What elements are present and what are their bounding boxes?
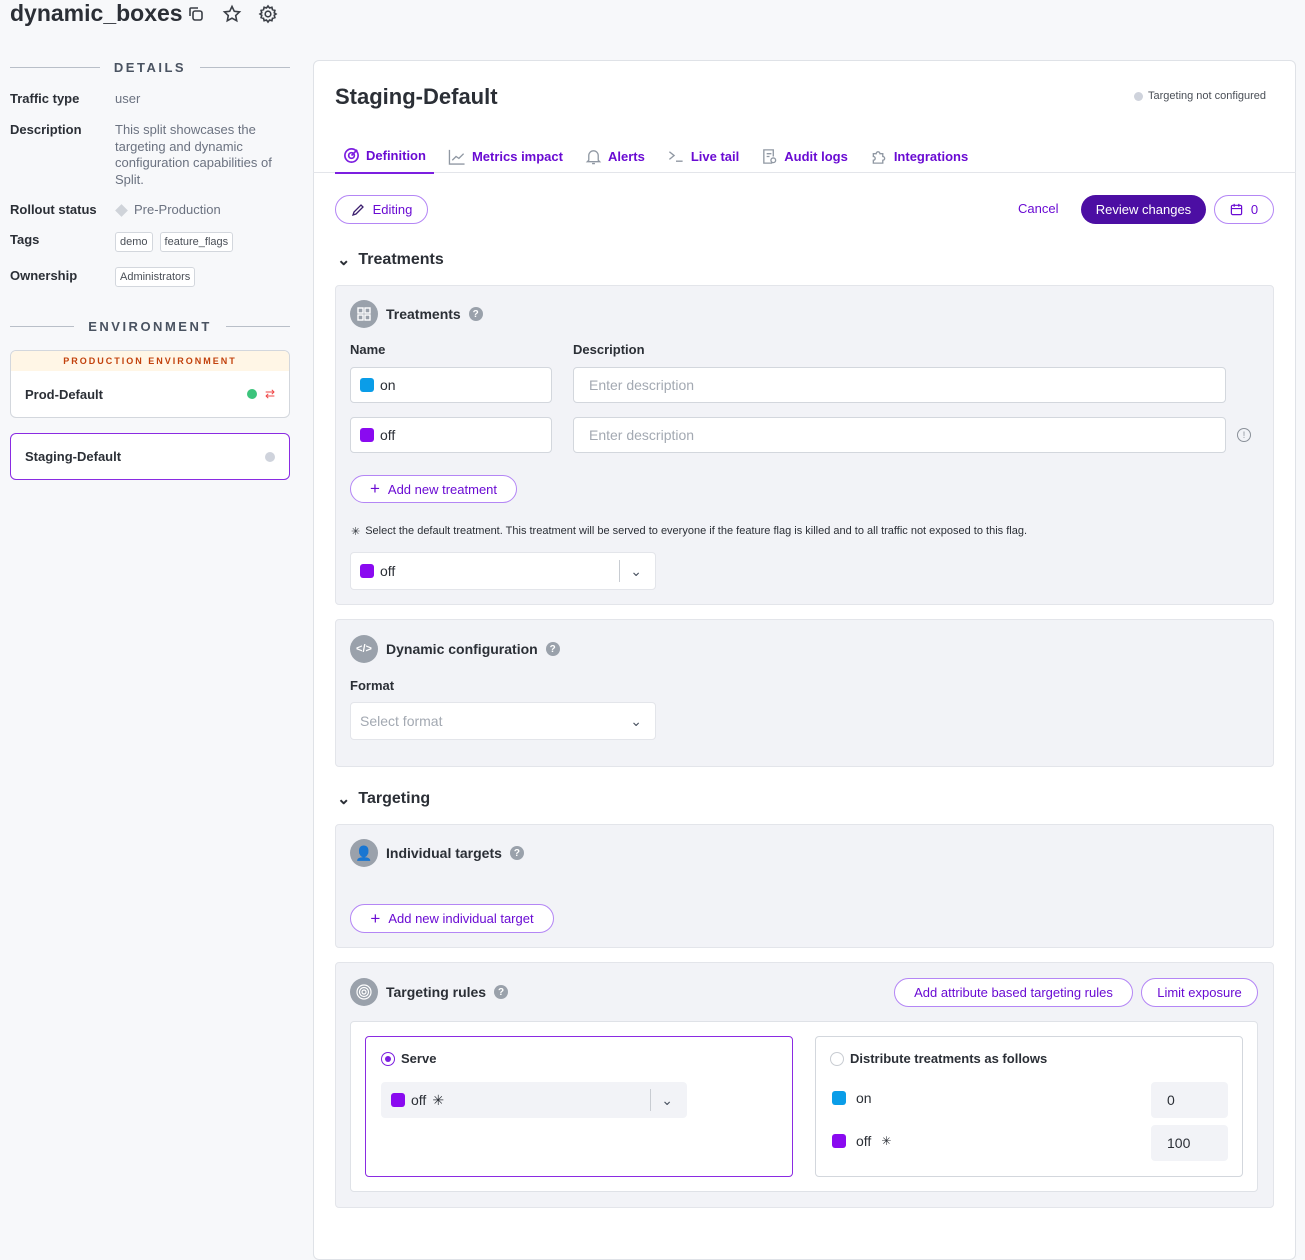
chevron-down-icon: ⌄ <box>337 252 351 269</box>
chevron-down-icon: ⌄ <box>630 562 642 579</box>
traffic-type-label: Traffic type <box>10 91 80 106</box>
tab-audit-logs[interactable]: Audit logs <box>753 138 856 174</box>
dynamic-config-title: </> Dynamic configuration? <box>350 635 560 663</box>
description-label: Description <box>573 342 645 357</box>
plus-icon: + <box>370 908 381 928</box>
code-icon: </> <box>350 635 378 663</box>
description-value: This split showcases the targeting and d… <box>115 122 272 187</box>
help-icon[interactable]: ? <box>545 642 560 656</box>
tab-bar: Definition Metrics impact Alerts Live ta… <box>335 138 976 174</box>
environment-heading: ENVIRONMENT <box>10 319 290 334</box>
calendar-icon <box>1230 203 1243 216</box>
terminal-icon <box>668 150 683 162</box>
info-icon[interactable]: ! <box>1237 428 1251 442</box>
details-heading: DETAILS <box>10 60 290 75</box>
asterisk-icon: ✳ <box>881 1134 892 1148</box>
env-prod-default[interactable]: PRODUCTION ENVIRONMENT Prod-Default ⇄ <box>10 350 290 418</box>
scheduled-changes-button[interactable]: 0 <box>1214 195 1274 224</box>
distribution-row: off ✳ <box>832 1133 891 1149</box>
env-name: Prod-Default <box>25 386 103 402</box>
name-label: Name <box>350 342 386 357</box>
split-title: dynamic_boxes <box>10 0 183 26</box>
treatment-name-input[interactable]: on <box>350 367 552 403</box>
targeting-status: Targeting not configured <box>1134 90 1266 102</box>
env-name: Staging-Default <box>25 449 122 464</box>
cancel-button[interactable]: Cancel <box>1018 201 1059 216</box>
treatment-name-input[interactable]: off <box>350 417 552 453</box>
chevron-down-icon: ⌄ <box>661 1091 673 1108</box>
star-icon[interactable] <box>222 4 242 24</box>
rollout-label: Rollout status <box>10 202 97 217</box>
target-icon <box>344 147 359 163</box>
tab-alerts[interactable]: Alerts <box>577 138 653 174</box>
plus-icon: + <box>369 479 380 498</box>
distribute-option[interactable] <box>815 1036 1243 1177</box>
distribution-input[interactable]: 100 <box>1151 1125 1228 1161</box>
color-swatch[interactable] <box>360 378 374 392</box>
target-rings-icon <box>350 978 378 1006</box>
distribute-radio[interactable]: Distribute treatments as follows <box>830 1051 1047 1066</box>
ownership-label: Ownership <box>10 268 78 283</box>
targeting-rules-title: Targeting rules? <box>350 978 509 1006</box>
status-dot <box>265 451 275 462</box>
tags-label: Tags <box>10 232 40 247</box>
dynamic-config-panel <box>335 619 1274 767</box>
treatments-panel-title: Treatments? <box>350 300 483 328</box>
tag[interactable]: feature_flags <box>159 232 234 252</box>
rollout-status: Pre-Production <box>115 202 221 219</box>
add-treatment-button[interactable]: + Add new treatment <box>350 475 517 503</box>
default-treatment-select[interactable]: off ⌄ <box>350 552 656 590</box>
add-individual-target-button[interactable]: + Add new individual target <box>350 904 554 933</box>
tab-integrations[interactable]: Integrations <box>862 138 976 174</box>
status-dot <box>246 389 257 399</box>
help-icon[interactable]: ? <box>494 985 509 999</box>
gear-icon[interactable] <box>258 4 278 24</box>
owner-tag[interactable]: Administrators <box>115 267 196 287</box>
traffic-type-value: user <box>115 91 141 106</box>
chevron-down-icon: ⌄ <box>337 791 351 808</box>
treatments-section-toggle[interactable]: ⌄ Treatments <box>337 251 444 269</box>
default-treatment-note: ✳ Select the default treatment. This trea… <box>351 525 1028 538</box>
add-attribute-rules-button[interactable]: Add attribute based targeting rules <box>894 978 1133 1007</box>
serve-radio[interactable]: Serve <box>381 1051 436 1066</box>
bell-icon <box>585 149 602 164</box>
tab-metrics-impact[interactable]: Metrics impact <box>440 138 571 174</box>
color-swatch[interactable] <box>360 428 374 442</box>
treatment-description-input[interactable]: Enter description <box>573 417 1226 453</box>
help-icon[interactable]: ? <box>509 846 524 860</box>
format-select[interactable]: Select format ⌄ <box>350 702 656 740</box>
individual-targets-title: 👤 Individual targets? <box>350 839 524 867</box>
description-label: Description <box>10 122 82 137</box>
serve-option[interactable] <box>365 1036 793 1177</box>
env-staging-default[interactable]: Staging-Default <box>10 433 290 480</box>
format-label: Format <box>350 678 395 693</box>
review-changes-button[interactable]: Review changes <box>1081 195 1206 224</box>
pencil-icon <box>351 203 364 216</box>
user-plus-icon: 👤 <box>350 839 378 867</box>
env-title: Staging-Default <box>335 84 498 109</box>
asterisk-icon: ✳ <box>351 526 361 538</box>
puzzle-icon <box>872 150 886 164</box>
distribution-input[interactable]: 0 <box>1151 1082 1228 1118</box>
editing-button[interactable]: Editing <box>335 195 428 224</box>
tag[interactable]: demo <box>115 232 153 252</box>
serve-select[interactable]: off ✳ ⌄ <box>381 1082 687 1118</box>
production-banner: PRODUCTION ENVIRONMENT <box>11 351 289 371</box>
grid-icon <box>350 300 378 328</box>
swap-icon[interactable]: ⇄ <box>264 387 275 401</box>
asterisk-icon: ✳ <box>432 1091 445 1108</box>
targeting-section-toggle[interactable]: ⌄ Targeting <box>337 790 431 808</box>
status-dot <box>1134 91 1143 101</box>
line-chart-icon <box>448 149 465 165</box>
tab-live-tail[interactable]: Live tail <box>659 138 747 174</box>
help-icon[interactable]: ? <box>468 307 483 321</box>
chevron-down-icon: ⌄ <box>630 712 642 729</box>
distribution-row: on <box>832 1090 872 1106</box>
audit-icon <box>763 148 777 164</box>
treatment-description-input[interactable]: Enter description <box>573 367 1226 403</box>
limit-exposure-button[interactable]: Limit exposure <box>1141 978 1258 1007</box>
tab-definition[interactable]: Definition <box>335 138 434 174</box>
diamond-icon <box>115 203 128 217</box>
copy-icon[interactable] <box>186 4 206 24</box>
